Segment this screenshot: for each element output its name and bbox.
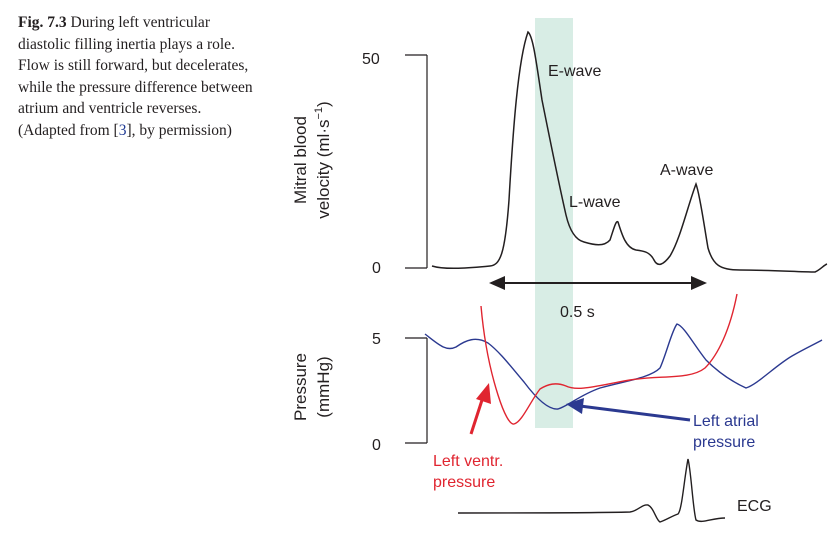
svg-text:Mitral blood: Mitral blood <box>291 116 310 204</box>
figure-label: Fig. 7.3 <box>18 14 67 31</box>
la-label-line1: Left atrial <box>693 413 759 430</box>
bottom-ytick-5: 5 <box>372 331 381 348</box>
top-y-label: Mitral blood velocity (ml·s−1) <box>291 101 333 218</box>
caption-text-end: ], by permission) <box>126 121 232 139</box>
lv-label-line2: pressure <box>433 474 495 491</box>
bottom-y-axis <box>405 337 428 444</box>
left-ventricular-pressure-trace <box>480 293 738 425</box>
top-ylabel-line1: Mitral blood <box>291 116 310 204</box>
mitral-velocity-trace <box>431 30 828 273</box>
l-wave-label: L-wave <box>569 194 621 211</box>
interval-label: 0.5 s <box>560 304 595 321</box>
lv-label-line1: Left ventr. <box>433 453 503 470</box>
bottom-ytick-0: 0 <box>372 437 381 454</box>
highlight-band <box>535 18 573 428</box>
lv-pressure-arrow <box>469 383 491 435</box>
a-wave-label: A-wave <box>660 162 713 179</box>
e-wave-label: E-wave <box>548 63 601 80</box>
figure-caption: Fig. 7.3 During left ventricular diastol… <box>18 12 258 141</box>
svg-text:(mmHg): (mmHg) <box>314 356 333 417</box>
top-y-axis <box>405 54 428 269</box>
ecg-trace <box>457 458 726 523</box>
reference-link[interactable]: 3 <box>118 121 127 139</box>
la-label-line2: pressure <box>693 434 755 451</box>
svg-text:Pressure: Pressure <box>291 353 310 421</box>
bottom-ylabel-line1: Pressure <box>291 353 310 421</box>
la-pressure-arrow <box>566 398 691 422</box>
top-ytick-0: 0 <box>372 260 381 277</box>
top-ylabel-sup: −1 <box>313 107 325 120</box>
top-ytick-50: 50 <box>362 51 380 68</box>
svg-text:velocity (ml·s−1): velocity (ml·s−1) <box>313 101 333 218</box>
bottom-ylabel-line2: (mmHg) <box>314 356 333 417</box>
ecg-label: ECG <box>737 498 772 515</box>
caption-text: During left ventricular diastolic fillin… <box>18 14 253 139</box>
top-ylabel-line2: velocity (ml·s <box>314 120 333 219</box>
bottom-y-label: Pressure (mmHg) <box>291 353 333 421</box>
top-ylabel-close: ) <box>314 101 333 107</box>
interval-arrow <box>489 276 707 290</box>
